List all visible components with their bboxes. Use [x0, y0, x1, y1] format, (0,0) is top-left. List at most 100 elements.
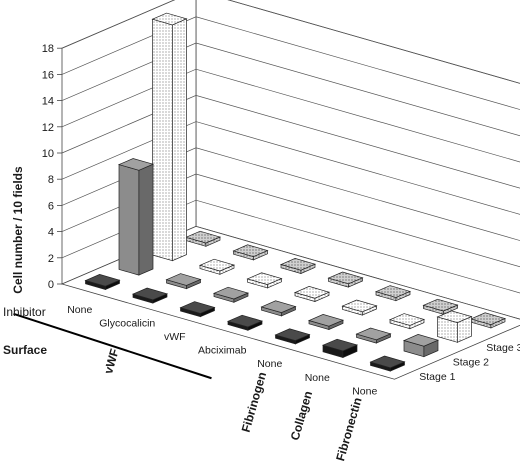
- gridline: [61, 147, 520, 241]
- bar-top: [388, 313, 426, 326]
- bar-top: [436, 310, 473, 323]
- bar: [84, 274, 121, 291]
- bar-top: [117, 158, 155, 171]
- bar: [226, 314, 264, 331]
- bar-top: [184, 230, 222, 244]
- bar: [469, 312, 507, 329]
- y-tick-label: 16: [42, 69, 54, 81]
- bar-side: [138, 163, 154, 276]
- category-label: Glycocalicin: [99, 317, 155, 329]
- gridline: [61, 199, 520, 294]
- bar: [212, 286, 250, 303]
- bar-top: [260, 300, 297, 313]
- bar: [321, 338, 359, 359]
- bar: [151, 12, 188, 262]
- bar-top: [151, 12, 188, 26]
- bar-top: [469, 312, 507, 325]
- bar: [307, 314, 345, 331]
- gridline: [61, 68, 520, 163]
- bar-top: [274, 328, 311, 341]
- bar: [184, 230, 222, 247]
- bar-top: [402, 334, 440, 347]
- bar-top: [293, 286, 331, 299]
- bar-front: [118, 164, 140, 276]
- category-label: None: [67, 304, 92, 316]
- bar: [279, 258, 317, 275]
- bar-top: [84, 274, 121, 287]
- bar-top: [232, 244, 269, 257]
- inhibitor-header: Inhibitor: [3, 305, 46, 319]
- bar-side: [172, 18, 187, 262]
- bar-top: [321, 338, 359, 352]
- gridline: [61, 121, 520, 215]
- y-tick-label: 18: [42, 43, 54, 55]
- gridline: [61, 0, 520, 84]
- bar-top: [369, 355, 406, 369]
- bar-top: [165, 273, 202, 286]
- bar: [179, 301, 216, 318]
- gridlines: [61, 0, 520, 294]
- y-axis-label: Cell number / 10 fields: [11, 166, 25, 294]
- bar-top: [179, 301, 216, 314]
- surface-label: vWF: [101, 347, 121, 375]
- bar: [165, 273, 202, 290]
- bar: [246, 272, 283, 289]
- bar-top: [327, 271, 364, 285]
- bar: [369, 355, 406, 372]
- y-tick-label: 4: [48, 227, 54, 239]
- bars: [84, 12, 507, 372]
- y-tick-label: 8: [48, 174, 54, 186]
- bar-top: [279, 258, 317, 271]
- bar-top: [341, 299, 378, 313]
- y-tick-label: 6: [48, 200, 54, 212]
- y-tick-label: 12: [42, 122, 54, 134]
- category-label: None: [305, 372, 330, 384]
- bar: [131, 287, 169, 304]
- gridline: [61, 42, 520, 137]
- bar-top: [198, 258, 236, 272]
- bar-top: [374, 285, 412, 298]
- surface-label: Collagen: [288, 389, 315, 442]
- bar: [355, 327, 392, 344]
- bar: [274, 328, 311, 345]
- gridline: [61, 95, 520, 189]
- bar: [402, 334, 440, 358]
- bar-top: [212, 286, 250, 300]
- bar-front: [152, 18, 173, 262]
- surface-header: Surface: [3, 343, 47, 357]
- y-tick-label: 0: [48, 279, 54, 291]
- surface-label: Fibronectin: [333, 396, 364, 463]
- gridline: [61, 173, 520, 268]
- bar: [422, 298, 459, 315]
- bar: [232, 244, 269, 261]
- bar-top: [355, 327, 392, 341]
- bar-top: [131, 287, 169, 301]
- bar-top: [226, 314, 264, 328]
- gridline: [61, 16, 520, 110]
- bar-top: [422, 298, 459, 312]
- bar: [293, 286, 331, 303]
- stage-label: Stage 1: [419, 371, 455, 383]
- y-tick-label: 10: [42, 148, 54, 160]
- bar: [341, 299, 378, 316]
- bar-top: [246, 272, 283, 285]
- y-tick-label: 14: [42, 96, 54, 108]
- bar: [388, 313, 426, 330]
- category-label: vWF: [164, 331, 186, 343]
- category-label: None: [257, 358, 282, 370]
- y-tick-label: 2: [48, 253, 54, 265]
- y-axis-ticks: 0 2 4 6 8 10 12 14 16 18: [42, 43, 62, 291]
- bar-top: [307, 314, 345, 327]
- bar: [374, 285, 412, 302]
- bar: [117, 158, 155, 276]
- surface-label: Fibrinogen: [239, 370, 270, 433]
- stage-label: Stage 3: [486, 342, 520, 354]
- category-label: Abciximab: [198, 345, 247, 357]
- category-label: None: [352, 385, 377, 397]
- bar: [260, 300, 297, 317]
- bar: [198, 258, 236, 275]
- surface-separator: [13, 312, 212, 380]
- bar: [327, 271, 364, 288]
